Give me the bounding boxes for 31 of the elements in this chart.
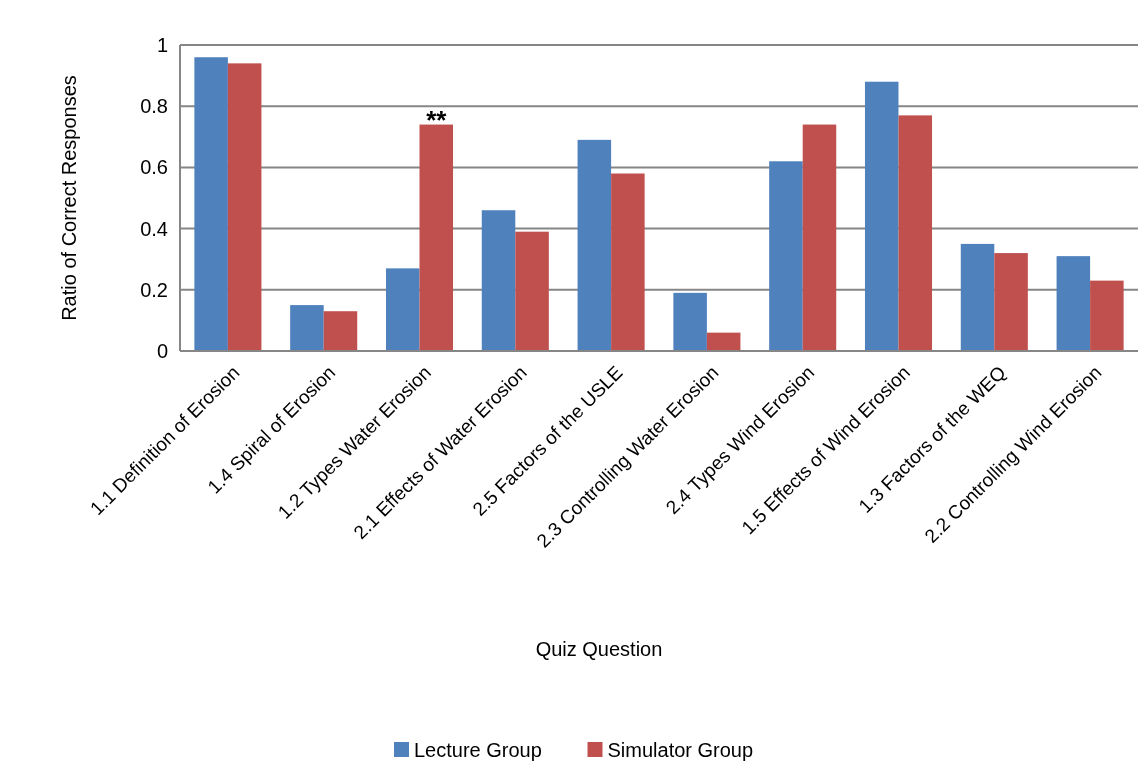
x-axis-title: Quiz Question — [535, 638, 663, 660]
annotation: ** — [426, 104, 448, 135]
bar — [769, 161, 803, 351]
bar — [1056, 256, 1091, 351]
y-tick-label: 0.6 — [140, 156, 168, 179]
bar — [706, 332, 741, 351]
bar — [673, 292, 707, 351]
bar — [290, 305, 324, 351]
bar — [802, 124, 837, 351]
y-tick-label: 0.2 — [140, 278, 168, 301]
bar — [419, 124, 454, 351]
bar — [611, 173, 645, 351]
bar — [960, 243, 995, 351]
bar — [864, 81, 899, 351]
y-tick-label: 1 — [156, 34, 168, 56]
bar — [994, 253, 1028, 351]
legend-label: Lecture Group — [414, 739, 542, 761]
legend-label: Simulator Group — [607, 739, 754, 761]
bar — [898, 115, 933, 351]
bar — [385, 268, 420, 351]
y-tick-label: 0 — [156, 340, 168, 362]
bar — [1090, 280, 1124, 351]
y-axis-title: Ratio of Correct Responses — [58, 75, 80, 321]
bar — [227, 63, 262, 351]
bar — [577, 139, 612, 351]
y-tick-label: 0.4 — [140, 217, 168, 240]
bar — [515, 231, 549, 351]
bar — [481, 210, 516, 351]
y-tick-label: 0.8 — [140, 95, 168, 118]
bar — [194, 57, 228, 351]
bar — [323, 311, 358, 351]
